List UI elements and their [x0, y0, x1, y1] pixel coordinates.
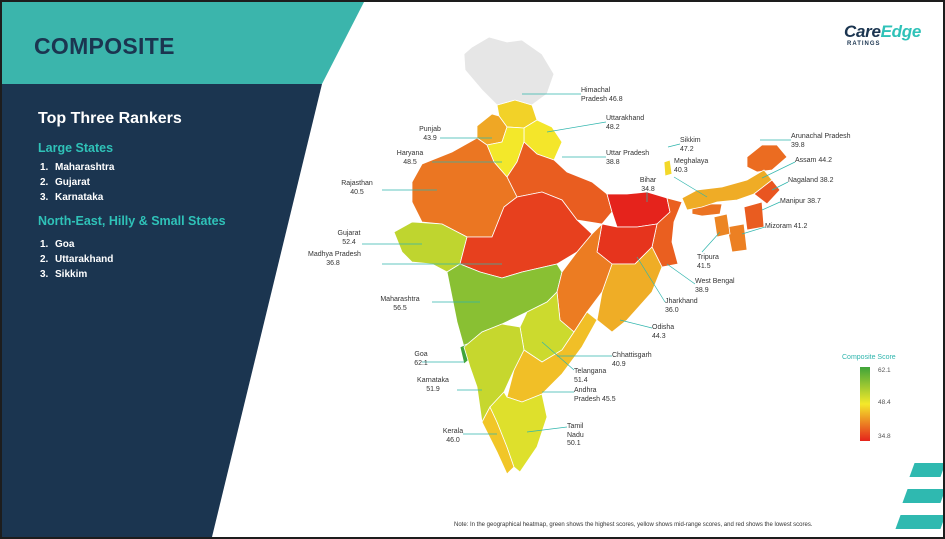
- label-kerala: Kerala 46.0: [442, 428, 464, 444]
- list-item: 3. Sikkim: [40, 269, 88, 280]
- leader-line: [771, 181, 789, 191]
- state-chhattisgarh: [556, 222, 613, 333]
- label-meghalaya: Meghalaya 40.3: [674, 158, 709, 174]
- label-odisha: Odisha 44.3: [652, 324, 675, 340]
- left-panel: COMPOSITE Top Three Rankers Large States…: [2, 2, 382, 537]
- leader-line: [761, 201, 781, 211]
- state-tripura: [713, 213, 731, 238]
- leader-line: [673, 176, 708, 198]
- label-nagaland: Nagaland 38.2: [788, 177, 834, 184]
- small-states-list: 1. Goa 2. Uttarakhand 3. Sikkim: [40, 237, 113, 282]
- small-states-heading: North-East, Hilly & Small States: [38, 214, 226, 228]
- label-goa: Goa 62.1: [414, 351, 428, 367]
- leader-line: [546, 121, 607, 133]
- legend-gradient-bar: [860, 367, 870, 441]
- rankers-heading: Top Three Rankers: [38, 110, 182, 127]
- label-arunachal-pradesh: Arunachal Pradesh 39.8: [791, 133, 851, 149]
- label-gujarat: Gujarat 52.4: [337, 230, 361, 246]
- state-odisha: [596, 246, 663, 333]
- leader-line: [619, 319, 653, 329]
- leader-line: [541, 341, 575, 371]
- leader-line: [701, 231, 721, 253]
- list-item: 2. Uttarakhand: [40, 254, 114, 265]
- label-uttar-pradesh: Uttar Pradesh 38.8: [606, 150, 650, 166]
- leader-line: [666, 263, 696, 285]
- navy-panel: [2, 84, 322, 537]
- state-arunachal-pradesh: [746, 144, 788, 173]
- legend-max: 62.1: [878, 367, 891, 374]
- legend-title: Composite Score: [842, 354, 896, 361]
- leader-line: [526, 426, 568, 433]
- list-item: 3. Karnataka: [40, 192, 104, 203]
- legend-mid: 48.4: [878, 399, 891, 406]
- label-uttarakhand: Uttarakhand 48.2: [606, 115, 645, 131]
- state-karnataka: [463, 323, 525, 424]
- large-states-list: 1. Maharashtra 2. Gujarat 3. Karnataka: [40, 160, 114, 205]
- leader-line: [741, 226, 766, 235]
- leader-line: [761, 161, 796, 179]
- state-nagaland: [753, 179, 781, 205]
- label-karnataka: Karnataka 51.9: [417, 377, 449, 393]
- state-sikkim: [663, 159, 673, 177]
- state-mizoram: [726, 223, 748, 253]
- label-mizoram: Mizoram 41.2: [765, 223, 808, 230]
- footer-note: Note: In the geographical heatmap, green…: [454, 522, 813, 528]
- label-punjab: Punjab 43.9: [419, 126, 441, 142]
- state-manipur: [743, 201, 765, 231]
- left-panel-background: [2, 2, 364, 537]
- label-haryana: Haryana 48.5: [396, 150, 424, 166]
- state-jammu-kashmir: [463, 36, 555, 106]
- teal-title-banner: [2, 2, 364, 84]
- label-tamil-nadu: Tamil Nadu 50.1: [567, 423, 584, 447]
- label-sikkim: Sikkim 47.2: [680, 137, 701, 153]
- label-andhra-pradesh: Andhra Pradesh 45.5: [574, 387, 616, 403]
- label-jharkhand: Jharkhand 36.0: [665, 298, 698, 314]
- careedge-logo: CareEdge RATINGS: [844, 22, 921, 47]
- list-item: 2. Gujarat: [40, 177, 91, 188]
- list-item: 1. Goa: [40, 239, 75, 250]
- label-rajasthan: Rajasthan 40.5: [341, 180, 373, 196]
- decor-stripe: [909, 463, 943, 477]
- label-telangana: Telangana 51.4: [574, 368, 607, 384]
- large-states-heading: Large States: [38, 141, 114, 155]
- state-tamil-nadu: [489, 391, 548, 473]
- label-manipur: Manipur 38.7: [780, 198, 821, 205]
- label-chhattisgarh: Chhattisgarh 40.9: [612, 352, 652, 368]
- label-himachal-pradesh: Himachal Pradesh 46.8: [581, 87, 623, 103]
- label-assam: Assam 44.2: [795, 157, 832, 164]
- leader-line: [636, 256, 666, 303]
- label-tripura: Tripura 41.5: [697, 254, 719, 270]
- decor-stripe: [902, 489, 943, 503]
- page-title: COMPOSITE: [34, 33, 175, 59]
- leader-line: [667, 143, 681, 148]
- label-west-bengal: West Bengal 38.9: [695, 278, 735, 294]
- decor-stripe: [895, 515, 943, 529]
- label-madhya-pradesh: Madhya Pradesh 36.8: [308, 251, 361, 267]
- legend-min: 34.8: [878, 433, 891, 440]
- label-maharashtra: Maharashtra 56.5: [380, 296, 420, 312]
- list-item: 1. Maharashtra: [40, 162, 115, 173]
- label-bihar: Bihar 34.8: [639, 177, 657, 193]
